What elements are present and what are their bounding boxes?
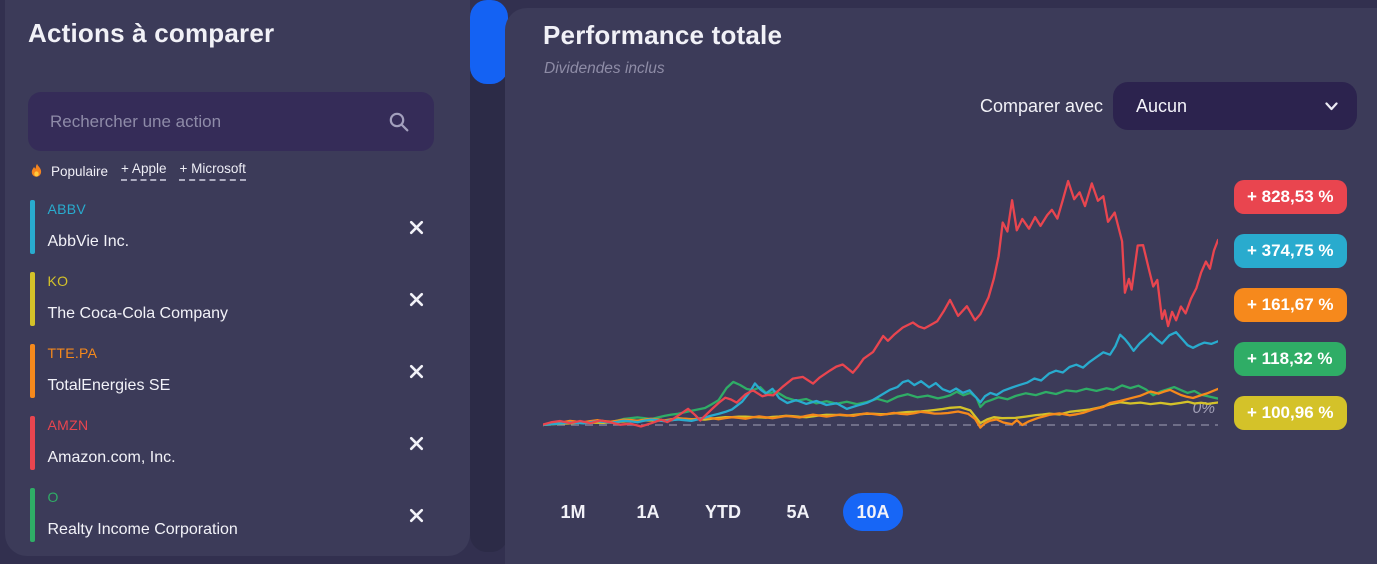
panel-subtitle: Dividendes inclus [544,60,665,77]
stock-texts: KO The Coca-Cola Company [35,270,229,328]
performance-panel: Performance totale Dividendes inclus Com… [505,8,1377,564]
close-icon [409,508,424,522]
close-icon [409,292,424,306]
search-input[interactable] [28,111,388,132]
stock-name: The Coca-Cola Company [47,305,229,322]
stock-color-bar [30,344,35,398]
stock-color-bar [30,200,35,254]
stock-ticker: AMZN [47,417,89,433]
popular-label: Populaire [51,163,109,179]
stock-ticker: ABBV [47,201,87,217]
close-icon [409,364,424,378]
range-button-1m[interactable]: 1M [543,493,603,531]
flame-icon [31,163,42,177]
scrollbar-thumb[interactable] [470,0,508,84]
range-button-10a[interactable]: 10A [843,493,903,531]
chevron-down-icon [1325,101,1338,110]
scrollbar-track [470,0,508,552]
stock-ticker: O [47,489,59,505]
range-button-1a[interactable]: 1A [618,493,678,531]
stock-texts: ABBV AbbVie Inc. [35,198,130,256]
stock-color-bar [30,272,35,326]
stock-texts: AMZN Amazon.com, Inc. [35,414,176,472]
stock-ticker: KO [47,273,69,289]
stock-name: Amazon.com, Inc. [47,449,176,466]
remove-stock-button[interactable] [405,288,428,311]
panel-title: Performance totale [543,20,783,50]
performance-badge-o: + 118,32 % [1234,342,1346,376]
compare-sidebar: Actions à comparer Populaire + Apple + M… [5,0,470,556]
search-icon [389,112,409,131]
stock-item-tte.pa: TTE.PA TotalEnergies SE [30,342,428,400]
range-selector: 1M 1A YTD 5A 10A [543,493,903,531]
remove-stock-button[interactable] [405,360,428,383]
performance-badge-ko: + 100,96 % [1234,396,1347,430]
close-icon [409,436,424,450]
performance-badge-tte.pa: + 161,67 % [1234,288,1347,322]
series-line-amzn [543,179,1218,428]
remove-stock-button[interactable] [405,504,428,527]
stock-color-bar [30,488,35,542]
stock-ticker: TTE.PA [47,345,98,361]
stock-name: Realty Income Corporation [47,521,238,538]
performance-badge-abbv: + 374,75 % [1234,234,1347,268]
stock-item-abbv: ABBV AbbVie Inc. [30,198,428,256]
stock-texts: O Realty Income Corporation [35,486,238,544]
sidebar-title: Actions à comparer [28,18,275,48]
compare-with-label: Comparer avec [979,95,1103,116]
remove-stock-button[interactable] [405,216,428,239]
stock-item-amzn: AMZN Amazon.com, Inc. [30,414,428,472]
range-button-5a[interactable]: 5A [768,493,828,531]
remove-stock-button[interactable] [405,432,428,455]
stock-color-bar [30,416,35,470]
stock-name: AbbVie Inc. [47,233,130,250]
close-icon [409,220,424,234]
compare-with-row: Comparer avec Aucun [505,82,1357,130]
suggestion-add-apple[interactable]: + Apple [121,161,167,181]
stock-item-o: O Realty Income Corporation [30,486,428,544]
popular-suggestions-row: Populaire + Apple + Microsoft [30,161,246,181]
range-button-ytd[interactable]: YTD [693,493,753,531]
suggestion-add-microsoft[interactable]: + Microsoft [179,161,246,181]
series-line-abbv [543,331,1218,427]
performance-badge-amzn: + 828,53 % [1234,180,1347,214]
stock-texts: TTE.PA TotalEnergies SE [35,342,171,400]
stock-list: ABBV AbbVie Inc. KO The Coca-Cola Compan… [30,198,428,558]
stock-name: TotalEnergies SE [47,377,171,394]
search-box[interactable] [28,92,434,151]
performance-chart[interactable]: 0% [543,175,1218,447]
compare-select-value: Aucun [1136,95,1188,116]
compare-select[interactable]: Aucun [1113,82,1357,130]
stock-item-ko: KO The Coca-Cola Company [30,270,428,328]
